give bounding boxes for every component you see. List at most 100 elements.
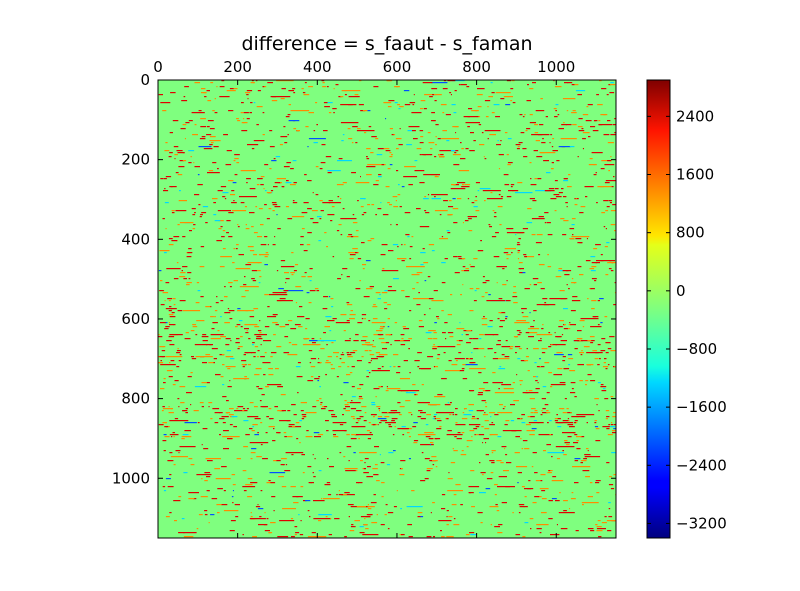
heatmap-cell [387, 304, 391, 306]
heatmap-cell [193, 224, 196, 226]
heatmap-cell [365, 342, 370, 344]
heatmap-cell [267, 384, 282, 386]
heatmap-cell [395, 138, 402, 140]
heatmap-cell [220, 336, 225, 338]
heatmap-cell [528, 422, 539, 424]
heatmap-cell [557, 114, 560, 116]
heatmap-cell [300, 410, 304, 412]
heatmap-cell [522, 228, 528, 230]
heatmap-cell [401, 260, 405, 262]
heatmap-cell [484, 428, 490, 430]
heatmap-cell [439, 214, 442, 216]
heatmap-cell [257, 178, 263, 180]
heatmap-cell [388, 250, 394, 252]
heatmap-cell [579, 352, 584, 354]
heatmap-cell [169, 452, 173, 454]
heatmap-cell [197, 184, 203, 186]
heatmap-cell [601, 212, 605, 214]
heatmap-cell [518, 268, 521, 270]
heatmap-cell [570, 382, 576, 384]
heatmap-cell [466, 440, 473, 442]
heatmap-cell [359, 280, 361, 282]
heatmap-cell [450, 294, 453, 296]
heatmap-cell [525, 424, 531, 426]
heatmap-cell [196, 474, 212, 476]
heatmap-cell [517, 146, 520, 148]
heatmap-cell [423, 154, 428, 156]
heatmap-cell [446, 524, 449, 526]
heatmap-cell [188, 492, 199, 494]
heatmap-cell [473, 428, 478, 430]
heatmap-cell [280, 326, 283, 328]
heatmap-cell [366, 156, 368, 158]
heatmap-cell [256, 338, 260, 340]
heatmap-cell [424, 458, 430, 460]
heatmap-cell [517, 258, 520, 260]
heatmap-cell [284, 336, 289, 338]
heatmap-cell [568, 420, 570, 422]
heatmap-cell [160, 102, 171, 104]
heatmap-cell [548, 188, 555, 190]
heatmap-cell [521, 312, 524, 314]
heatmap-cell [448, 360, 452, 362]
heatmap-cell [271, 202, 277, 204]
heatmap-cell [213, 214, 217, 216]
heatmap-cell [253, 308, 259, 310]
heatmap-cell [159, 346, 164, 348]
heatmap-cell [326, 86, 329, 88]
heatmap-cell [489, 506, 499, 508]
heatmap-cell [544, 362, 550, 364]
heatmap-cell [485, 280, 490, 282]
heatmap-cell [284, 272, 289, 274]
heatmap-cell [537, 178, 542, 180]
heatmap-cell [557, 422, 563, 424]
heatmap-cell [223, 134, 228, 136]
heatmap-cell [538, 366, 545, 368]
heatmap-cell [522, 148, 527, 150]
heatmap-cell [603, 388, 606, 390]
heatmap-cell [382, 214, 389, 216]
heatmap-cell [470, 534, 476, 536]
heatmap-cell [456, 438, 462, 440]
heatmap-cell [407, 130, 414, 132]
heatmap-cell [543, 160, 549, 162]
heatmap-cell [563, 510, 567, 512]
heatmap-cell [272, 440, 276, 442]
heatmap-cell [373, 474, 379, 476]
heatmap-cell [593, 164, 597, 166]
heatmap-cell [297, 316, 305, 318]
heatmap-cell [567, 436, 572, 438]
heatmap-cell [484, 158, 487, 160]
heatmap-cell [601, 522, 607, 524]
heatmap-cell [251, 278, 255, 280]
heatmap-cell [433, 366, 438, 368]
heatmap-cell [529, 284, 532, 286]
heatmap-cell [387, 512, 394, 514]
heatmap-cell [165, 478, 171, 480]
heatmap-cell [473, 206, 478, 208]
heatmap-cell [217, 168, 219, 170]
heatmap-cell [441, 536, 445, 538]
heatmap-cell [430, 442, 434, 444]
heatmap-cell [331, 342, 334, 344]
heatmap-cell [433, 338, 438, 340]
heatmap-cell [286, 420, 290, 422]
heatmap-cell [314, 378, 320, 380]
heatmap-cell [292, 88, 296, 90]
heatmap-cell [292, 202, 298, 204]
heatmap-cell [510, 404, 515, 406]
heatmap-cell [409, 372, 411, 374]
heatmap-cell [586, 238, 588, 240]
heatmap-cell [306, 244, 311, 246]
heatmap-cell [330, 220, 333, 222]
heatmap-cell [505, 300, 511, 302]
heatmap-cell [475, 182, 480, 184]
heatmap-cell [227, 356, 234, 358]
heatmap-cell [534, 178, 537, 180]
heatmap-cell [496, 460, 502, 462]
heatmap-cell [610, 82, 614, 84]
heatmap-cell [420, 444, 434, 446]
heatmap-cell [397, 390, 409, 392]
heatmap-cell [614, 118, 616, 120]
heatmap-cell [177, 152, 185, 154]
